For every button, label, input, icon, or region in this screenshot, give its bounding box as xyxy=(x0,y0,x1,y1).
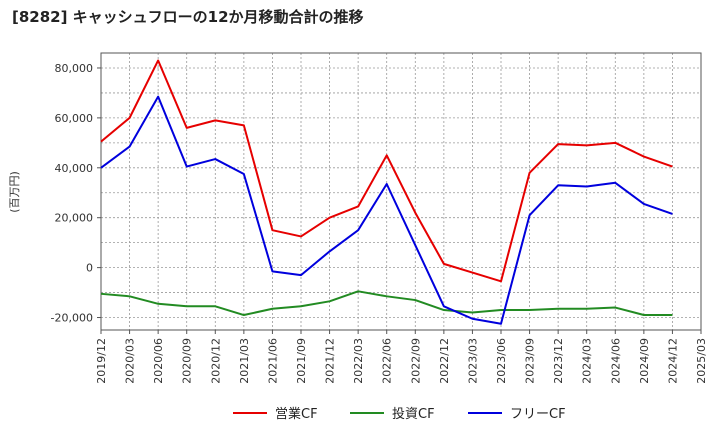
y-axis-ticks: -20,000 0 20,000 40,000 60,000 80,000 xyxy=(51,62,101,325)
x-tick-label: 2022/12 xyxy=(438,338,451,384)
x-tick-label: 2021/12 xyxy=(324,338,337,384)
x-tick-label: 2023/03 xyxy=(466,338,479,384)
x-tick-label: 2023/06 xyxy=(495,338,508,384)
x-tick-label: 2025/03 xyxy=(695,338,708,384)
x-tick-label: 2023/12 xyxy=(552,338,565,384)
x-tick-label: 2020/12 xyxy=(209,338,222,384)
legend-label: 営業CF xyxy=(275,406,318,422)
legend: 営業CF 投資CF フリーCF xyxy=(233,406,566,422)
series-layer xyxy=(100,59,673,325)
plot-frame xyxy=(100,52,702,331)
y-tick-label: 80,000 xyxy=(55,62,94,75)
x-tick-label: 2024/12 xyxy=(666,338,679,384)
legend-label: フリーCF xyxy=(510,407,566,422)
x-tick-label: 2020/09 xyxy=(181,338,194,384)
x-tick-label: 2022/09 xyxy=(409,338,422,384)
y-tick-label: 60,000 xyxy=(55,112,94,125)
y-axis-label: (百万円) xyxy=(8,171,21,213)
legend-label: 投資CF xyxy=(392,406,435,422)
x-tick-label: 2024/09 xyxy=(638,338,651,384)
x-tick-label: 2024/06 xyxy=(609,338,622,384)
y-tick-label: 0 xyxy=(86,262,93,275)
x-axis-ticks: 2019/12 2020/03 2020/06 2020/09 2020/12 2021/… xyxy=(95,330,708,384)
x-tick-label: 2024/03 xyxy=(581,338,594,384)
x-tick-label: 2021/03 xyxy=(238,338,251,384)
grid-layer xyxy=(100,53,702,330)
x-tick-label: 2019/12 xyxy=(95,338,108,384)
x-tick-label: 2021/09 xyxy=(295,338,308,384)
x-tick-label: 2020/06 xyxy=(152,338,165,384)
chart-title: [8282] キャッシュフローの12か月移動合計の推移 xyxy=(12,8,364,26)
x-tick-label: 2022/06 xyxy=(381,338,394,384)
y-tick-label: 40,000 xyxy=(55,162,94,175)
y-tick-label: 20,000 xyxy=(55,212,94,225)
x-tick-label: 2023/09 xyxy=(524,338,537,384)
x-tick-label: 2021/06 xyxy=(266,338,279,384)
y-tick-label: -20,000 xyxy=(51,312,93,325)
x-tick-label: 2020/03 xyxy=(124,338,137,384)
x-tick-label: 2022/03 xyxy=(352,338,365,384)
